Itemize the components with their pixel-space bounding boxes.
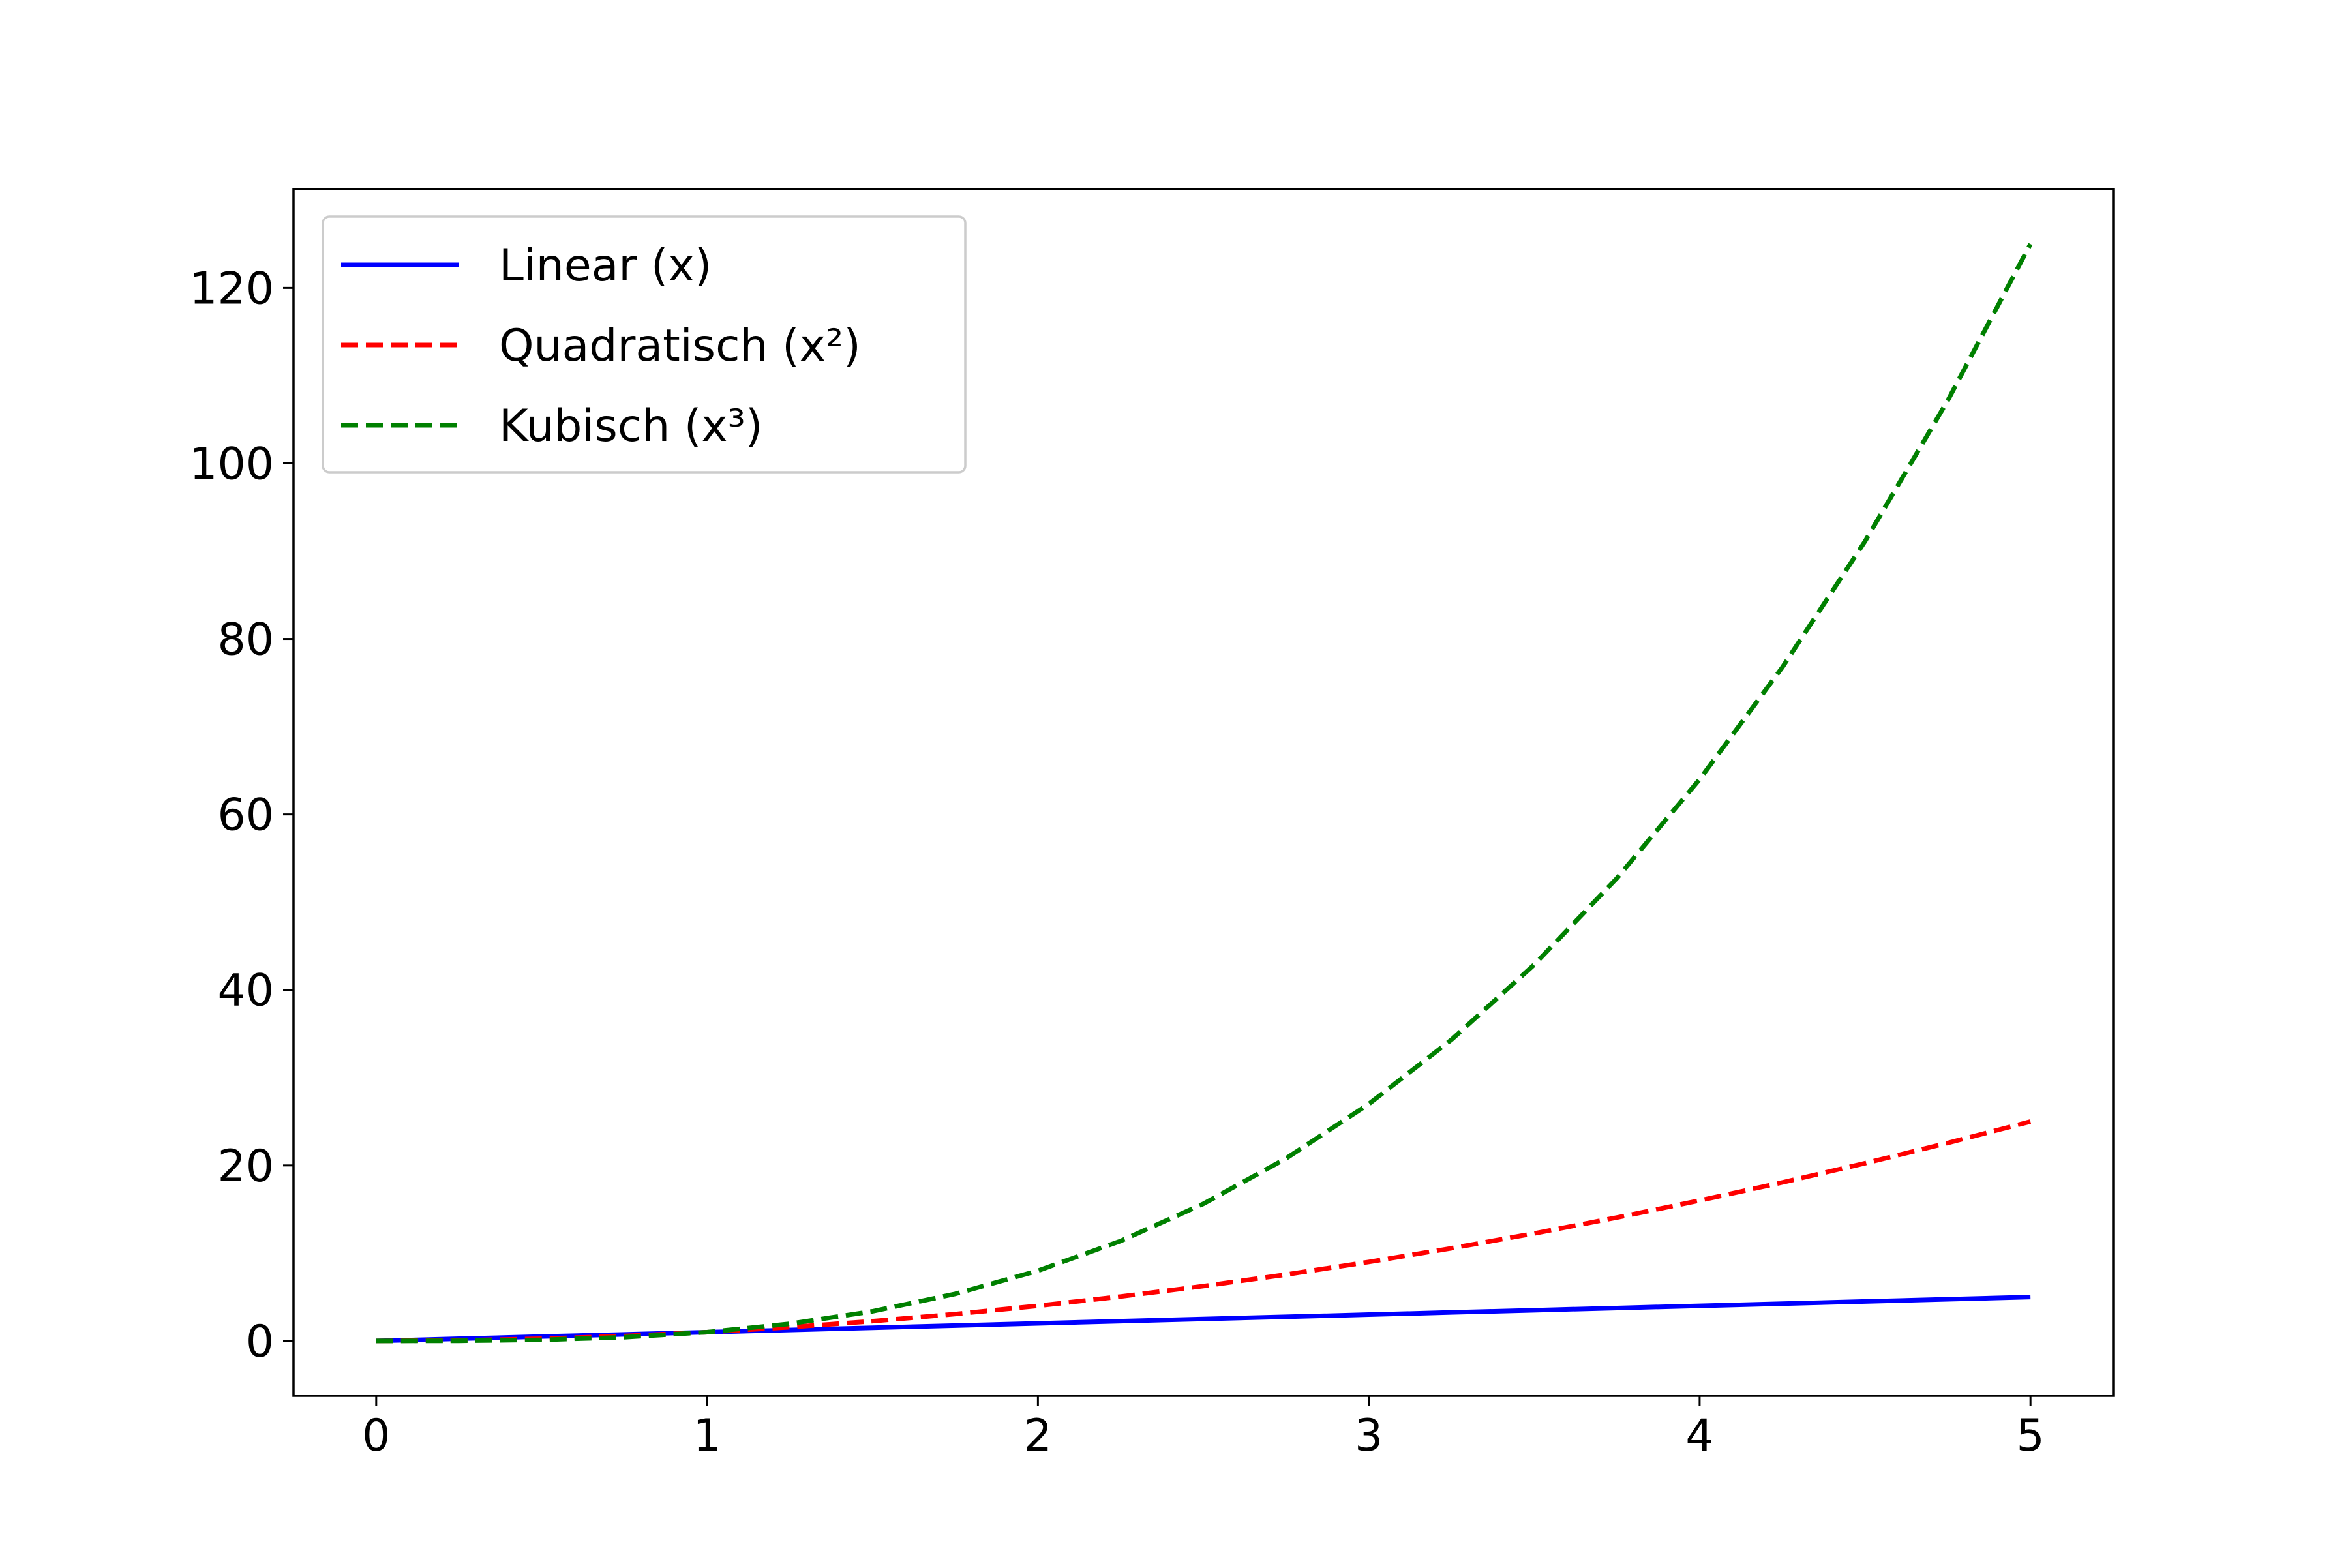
y-tick-label: 120	[189, 263, 274, 314]
x-axis: 0 1 2 3 4 5	[362, 1396, 2045, 1462]
legend-label-2: Quadratisch (x²)	[499, 320, 861, 372]
x-tick-label: 5	[2017, 1410, 2045, 1462]
x-tick-label: 4	[1685, 1410, 1713, 1462]
x-tick-label: 2	[1024, 1410, 1052, 1462]
y-tick-label: 0	[246, 1316, 274, 1368]
y-tick-label: 80	[217, 614, 274, 666]
y-axis: 0 20 40 60 80 100 120	[189, 263, 294, 1368]
series-line-3	[376, 243, 2033, 1344]
x-tick-label: 1	[693, 1410, 721, 1462]
x-tick-label: 0	[362, 1410, 390, 1462]
series-line-2	[376, 1119, 2032, 1344]
y-tick-label: 20	[217, 1141, 274, 1192]
legend: Linear (x) Quadratisch (x²) Kubisch (x³)	[322, 215, 967, 474]
x-tick-label: 3	[1355, 1410, 1383, 1462]
y-tick-label: 40	[217, 965, 274, 1017]
series-layer	[376, 243, 2033, 1344]
legend-label-1: Linear (x)	[499, 240, 712, 292]
legend-label-3: Kubisch (x³)	[499, 400, 762, 452]
legend-box	[322, 215, 967, 474]
y-tick-label: 60	[217, 790, 274, 841]
plot-area-frame	[292, 188, 2115, 1397]
y-tick-label: 100	[189, 438, 274, 490]
